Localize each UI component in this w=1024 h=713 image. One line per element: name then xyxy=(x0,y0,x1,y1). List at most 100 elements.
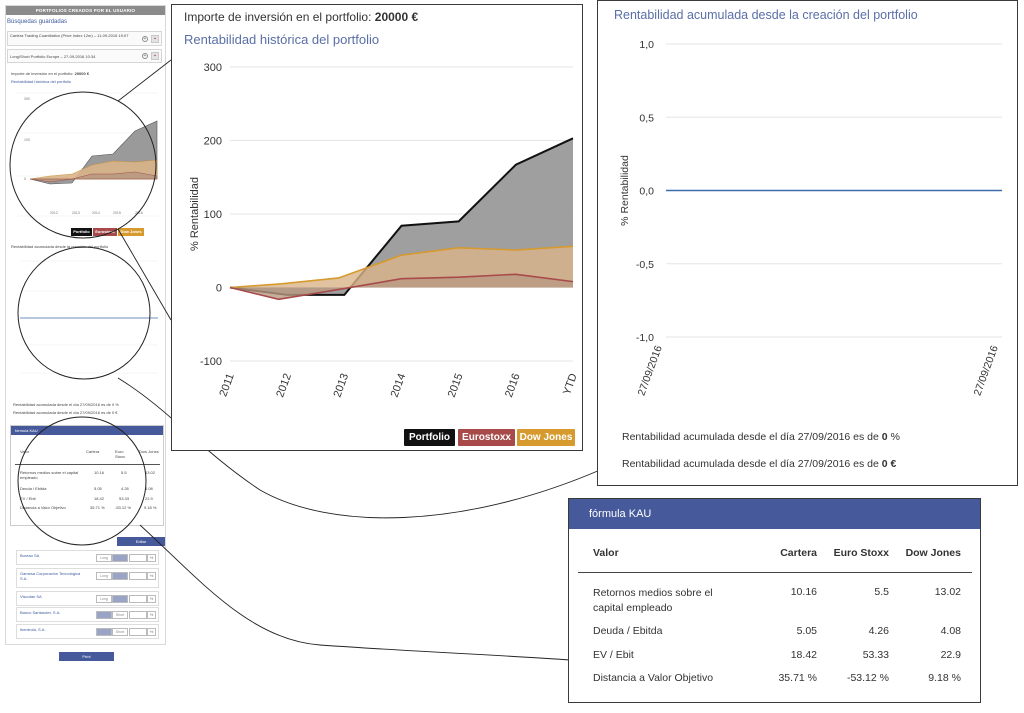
kau-cell: 10.16 xyxy=(94,470,105,475)
svg-text:2014: 2014 xyxy=(92,211,100,215)
kau-cell: 53.33 xyxy=(119,496,130,501)
kau-cell: 10.16 xyxy=(790,586,817,598)
x-tick-label: YTD xyxy=(561,372,580,397)
saved-search-label: Cartera Trading Cuantitativo (Price Inde… xyxy=(10,33,129,38)
y-tick-label: 0,5 xyxy=(639,112,654,124)
legend-portfolio-mini: Portfolio xyxy=(71,228,92,236)
kau-cell: EV / Ebit xyxy=(20,496,36,501)
short-toggle[interactable] xyxy=(112,595,128,603)
legend-eurostoxx[interactable]: Eurostoxx xyxy=(458,429,515,446)
sidebar-investment: Importe de inversión en el portfolio: 20… xyxy=(11,71,89,76)
kau-header-dowjones: Dow Jones xyxy=(905,547,961,559)
kau-cell: 4.08 xyxy=(145,486,153,491)
kau-cell: Retornos medios sobre el capital emplead… xyxy=(20,470,79,480)
long-toggle[interactable]: Long xyxy=(96,595,112,603)
magnifier-circle xyxy=(17,416,147,546)
kau-header-eurostoxx: Euro Stoxx xyxy=(833,547,889,559)
accumulated-chart-title: Rentabilidad acumulada desde la creación… xyxy=(614,8,918,22)
x-tick-label: 2015 xyxy=(446,372,466,399)
short-toggle[interactable] xyxy=(112,572,128,580)
weight-input[interactable] xyxy=(129,554,147,562)
company-name: Bureau SA xyxy=(20,553,40,558)
svg-text:2015: 2015 xyxy=(113,211,121,215)
pct-label: % xyxy=(147,628,156,636)
weight-input[interactable] xyxy=(129,628,147,636)
long-toggle[interactable] xyxy=(96,611,112,619)
weight-input[interactable] xyxy=(129,611,147,619)
sidebar-acum-title: Rentabilidad acumulada desde la creación… xyxy=(11,244,109,249)
historical-panel: Importe de inversión en el portfolio: 20… xyxy=(171,4,583,451)
accumulated-eur-text: Rentabilidad acumulada desde el día 27/0… xyxy=(622,458,896,470)
y-tick-label: 200 xyxy=(204,136,222,148)
portfolio-sidebar: PORTFOLIOS CREADOS POR EL USUARIO Búsque… xyxy=(5,5,166,645)
x-tick-label: 27/09/2016 xyxy=(972,344,1001,398)
kau-header-cartera: Cartera xyxy=(780,547,817,559)
historical-chart: -100 0 100 200 300 % Rentabilidad 2011 2012 2013… xyxy=(189,62,580,399)
x-tick-label: 2011 xyxy=(217,372,236,398)
investment-value: 20000 € xyxy=(374,10,419,24)
svg-text:0: 0 xyxy=(24,177,26,181)
series-line-dow-jones xyxy=(229,245,574,289)
y-tick-label: 0,0 xyxy=(639,186,654,198)
kau-cell: 5.05 xyxy=(796,625,817,637)
kau-panel: fórmula KAU Valor Cartera Euro Stoxx Dow… xyxy=(568,498,981,703)
company-name: Viscofan SA xyxy=(20,594,42,599)
long-toggle[interactable]: Long xyxy=(96,572,112,580)
investment-amount: Importe de inversión en el portfolio: 20… xyxy=(184,10,418,24)
sidebar-hist-chart: 300 100 0 2012 2013 2014 2015 2016 xyxy=(16,92,158,217)
short-toggle[interactable] xyxy=(112,554,128,562)
y-tick-label: 300 xyxy=(204,62,222,74)
accumulated-eur-prefix: Rentabilidad acumulada desde el día 27/0… xyxy=(622,458,879,470)
company-row: Gamesa Corporación Tecnológica S.A. Long… xyxy=(16,568,159,588)
kau-cell: Distancia a Valor Objetivo xyxy=(20,505,66,510)
kau-cell: 53.33 xyxy=(862,649,889,661)
y-axis-label: % Rentabilidad xyxy=(189,177,201,251)
edit-button[interactable]: Editar xyxy=(117,537,165,546)
long-toggle[interactable] xyxy=(96,628,112,636)
kau-header-valor: Valor xyxy=(593,547,619,559)
company-row: Banco Santander, S.A. Short % xyxy=(16,607,159,622)
kau-cell: -53.12 % xyxy=(846,672,889,684)
short-toggle[interactable]: Short xyxy=(112,628,128,636)
trash-icon[interactable]: ▪ xyxy=(151,52,159,60)
connector-line xyxy=(117,59,172,102)
kau-cell: 18.42 xyxy=(790,649,817,661)
kau-header-cartera: Cartera xyxy=(86,449,100,454)
investment-label: Importe de inversión en el portfolio: xyxy=(184,10,372,24)
trash-icon[interactable]: ▪ xyxy=(151,34,159,43)
legend-dowjones-mini: Dow Jones xyxy=(118,228,144,236)
accumulated-pct-prefix: Rentabilidad acumulada desde el día 27/0… xyxy=(622,431,879,443)
magnifier-circle xyxy=(17,246,151,380)
accumulated-pct-unit: % xyxy=(890,431,900,443)
kau-cell: 35.71 % xyxy=(778,672,817,684)
long-toggle[interactable]: Long xyxy=(96,554,112,562)
print-button[interactable]: Print xyxy=(59,652,114,661)
weight-input[interactable] xyxy=(129,572,147,580)
kau-row-label: EV / Ebit xyxy=(593,649,634,661)
svg-text:2013: 2013 xyxy=(72,211,80,215)
kau-row-label: Retornos medios sobre el capital emplead… xyxy=(593,587,713,614)
kau-row-label: Distancia a Valor Objetivo xyxy=(593,672,714,684)
pct-label: % xyxy=(147,554,156,562)
weight-input[interactable] xyxy=(129,595,147,603)
legend-dowjones[interactable]: Dow Jones xyxy=(517,429,575,446)
saved-search-item[interactable]: Long/Short Portfolio Europe – 27-09-2016… xyxy=(7,49,162,63)
short-toggle[interactable]: Short xyxy=(112,611,128,619)
kau-cell: 9.18 % xyxy=(144,505,157,510)
legend-portfolio[interactable]: Portfolio xyxy=(404,429,455,446)
x-tick-label: 2012 xyxy=(274,372,294,399)
kau-header-eurostoxx: Euro Stoxx xyxy=(115,449,126,459)
svg-text:2016: 2016 xyxy=(135,211,143,215)
plus-circle-icon[interactable]: + xyxy=(142,53,148,59)
historical-chart-title: Rentabilidad histórica del portfolio xyxy=(184,32,380,47)
saved-search-item[interactable]: Cartera Trading Cuantitativo (Price Inde… xyxy=(7,31,162,46)
investment-value: 20000 € xyxy=(74,71,90,76)
series-line-eurostoxx xyxy=(229,273,574,301)
kau-header-dowjones: Dow Jones xyxy=(139,449,159,454)
pct-label: % xyxy=(147,611,156,619)
x-tick-label: 27/09/2016 xyxy=(636,344,665,398)
svg-text:300: 300 xyxy=(24,97,30,101)
magnifier-circle xyxy=(9,91,157,239)
kau-cell: 5.5 xyxy=(874,586,889,598)
plus-circle-icon[interactable]: + xyxy=(142,35,148,42)
